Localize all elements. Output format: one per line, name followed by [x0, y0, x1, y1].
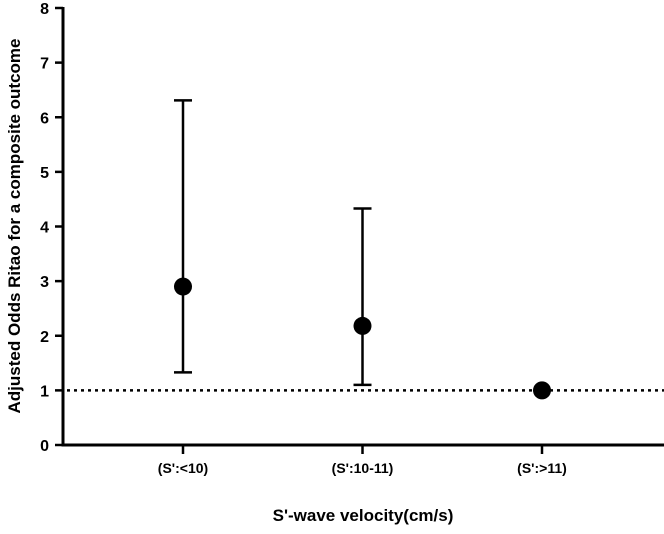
y-tick-label: 6: [40, 110, 49, 127]
y-tick-label: 3: [40, 274, 49, 291]
x-tick-label: (S':<10): [158, 460, 208, 476]
y-tick-label: 7: [40, 56, 49, 73]
data-point: [353, 316, 372, 335]
x-tick-label: (S':>11): [517, 460, 567, 476]
y-tick-label: 8: [40, 1, 49, 18]
data-point: [174, 277, 192, 296]
y-tick-label: 1: [40, 383, 49, 400]
y-tick-label: 4: [40, 220, 49, 237]
y-tick-label: 2: [40, 329, 49, 346]
x-axis-label: S'-wave velocity(cm/s): [273, 506, 454, 525]
y-axis-label: Adjusted Odds Ritao for a composite outc…: [5, 39, 24, 414]
y-tick-label: 0: [40, 438, 49, 455]
data-point: [533, 381, 551, 400]
x-tick-label: (S':10-11): [332, 460, 394, 476]
y-tick-label: 5: [40, 165, 49, 182]
